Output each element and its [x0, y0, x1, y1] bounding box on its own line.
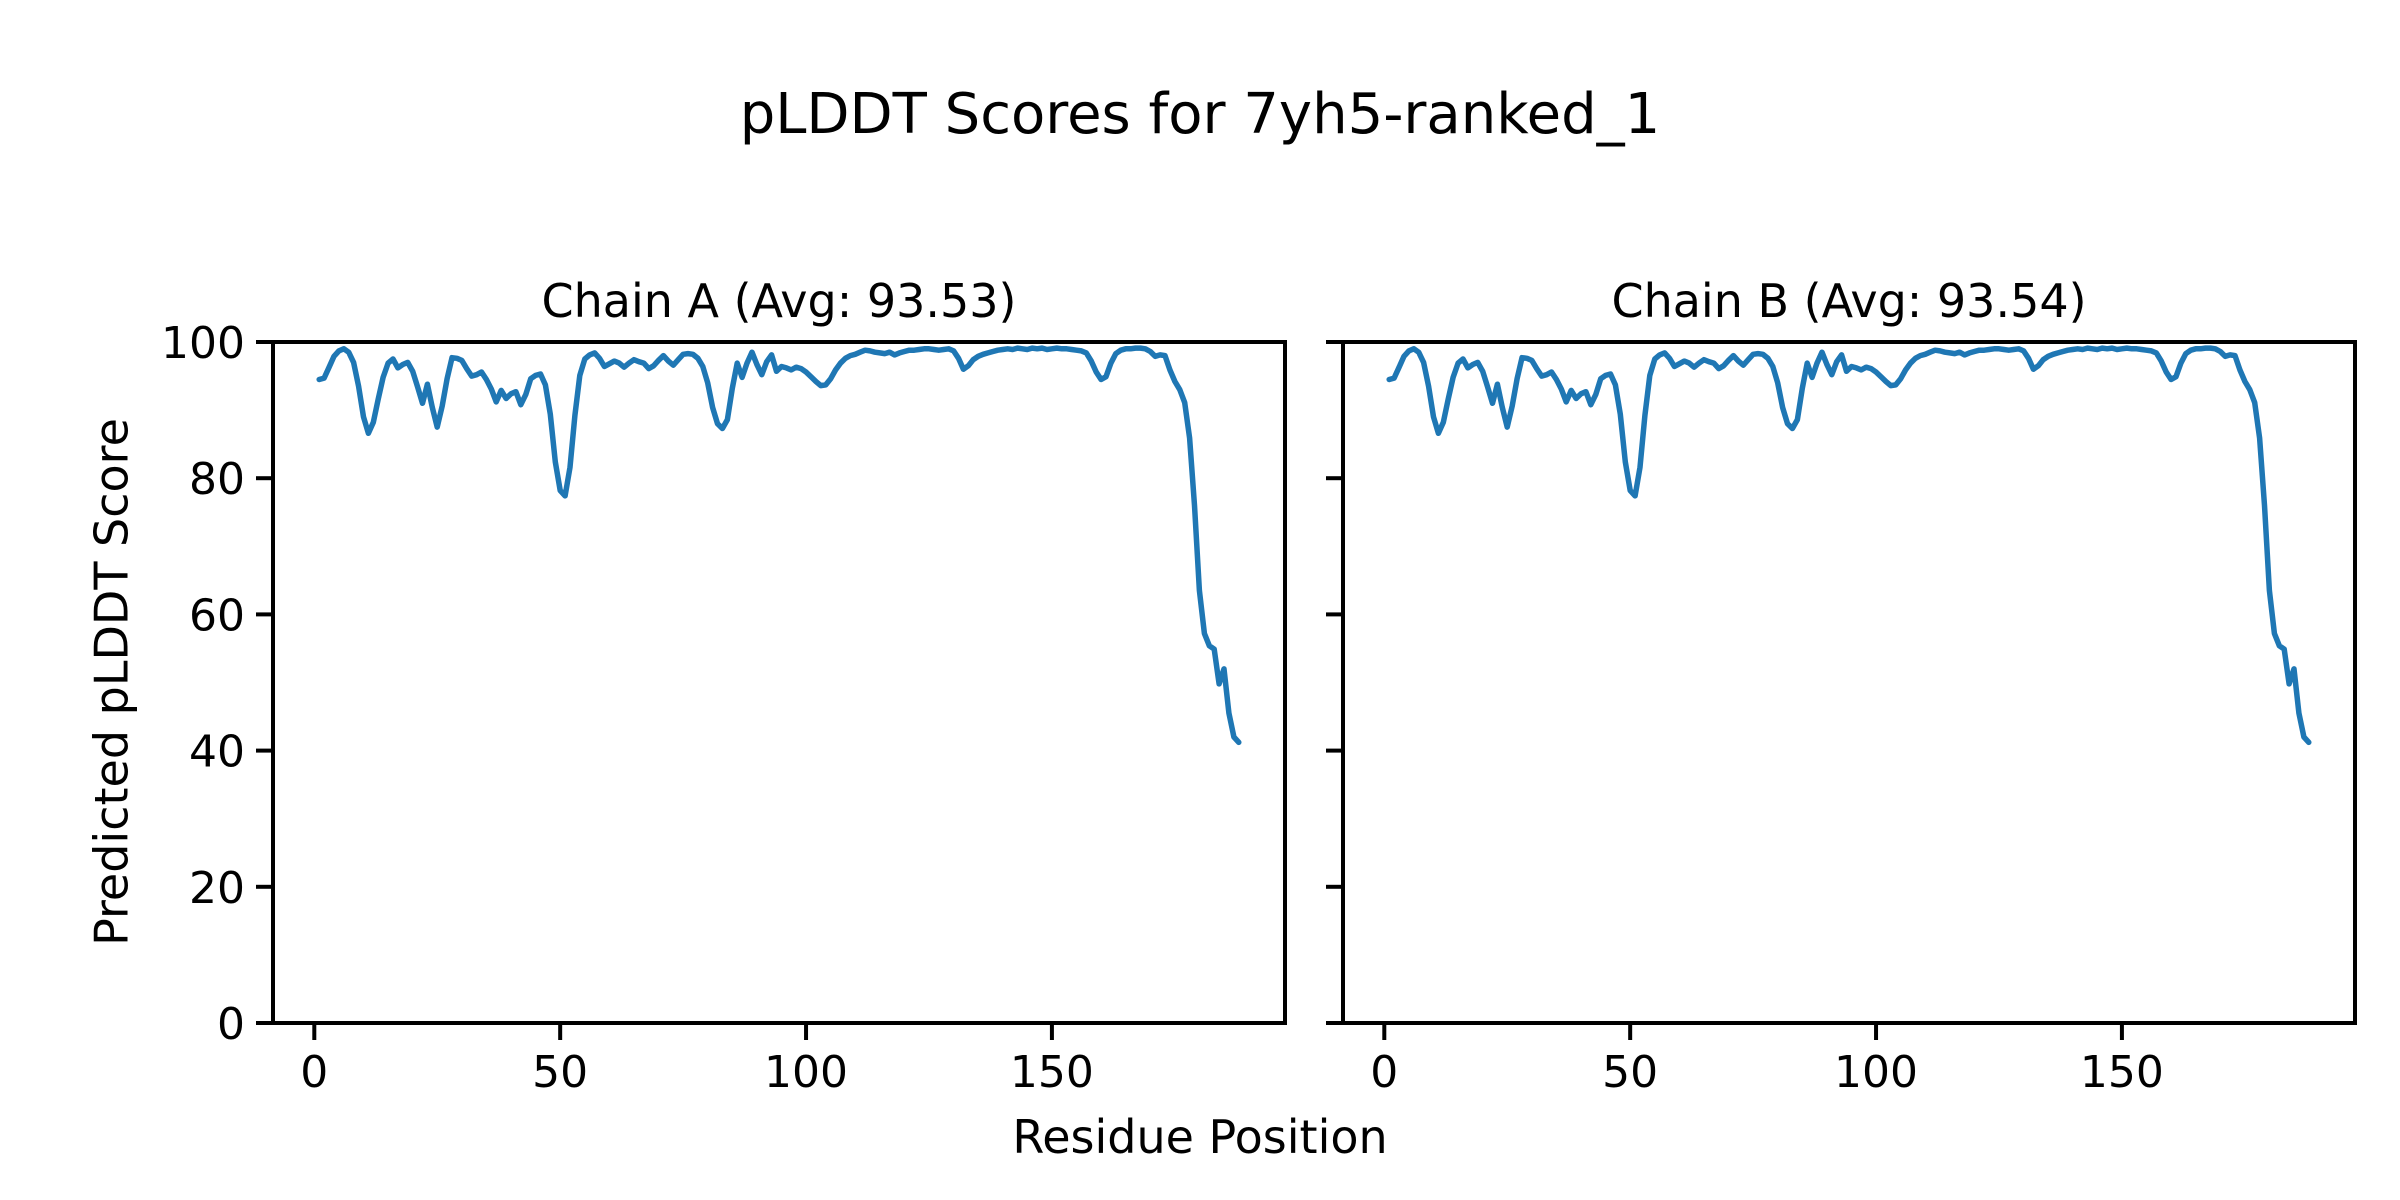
- subplot-chain-b-avg-93-54-: 0 50 100 150: [1326, 340, 2357, 1098]
- y-tick-label: 80: [189, 454, 245, 505]
- x-tick-label: 0: [1370, 1047, 1398, 1098]
- y-tick-label: 60: [189, 590, 245, 641]
- axes-spines: [271, 340, 1287, 1025]
- y-tick-label: 100: [161, 318, 245, 369]
- x-tick-label: 50: [1602, 1047, 1658, 1098]
- x-tick-label: 100: [1834, 1047, 1918, 1098]
- x-axis-label: Residue Position: [1012, 1110, 1388, 1164]
- y-tick-label: 0: [217, 999, 245, 1050]
- subplot-title-chain-a: Chain A (Avg: 93.53): [541, 274, 1017, 328]
- plddt-line-chain-a-plddt: [316, 345, 1242, 746]
- plddt-line-chain-b-plddt: [1386, 345, 2312, 746]
- subplot-chain-a-avg-93-53-: 0 50 100 150 0 20 40 60 80 100: [161, 318, 1287, 1098]
- x-tick-label: 0: [300, 1047, 328, 1098]
- axes-spines: [1341, 340, 2357, 1025]
- figure-title: pLDDT Scores for 7yh5-ranked_1: [739, 82, 1661, 147]
- x-tick-label: 100: [764, 1047, 848, 1098]
- x-tick-label: 50: [532, 1047, 588, 1098]
- subplot-title-chain-b: Chain B (Avg: 93.54): [1611, 274, 2087, 328]
- x-tick-label: 150: [2080, 1047, 2164, 1098]
- x-tick-label: 150: [1010, 1047, 1094, 1098]
- y-tick-label: 40: [189, 727, 245, 778]
- y-tick-label: 20: [189, 863, 245, 914]
